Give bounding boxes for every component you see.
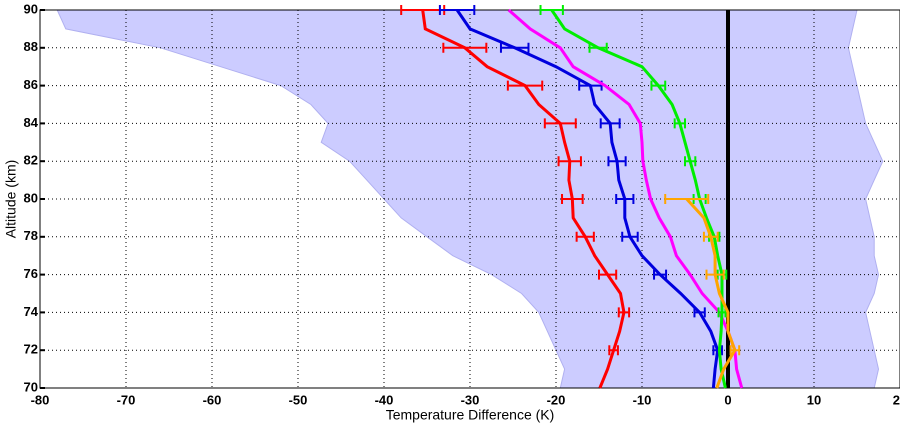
profile-line (507, 8, 744, 389)
error-bar (621, 231, 639, 242)
error-bar (557, 156, 582, 167)
x-tick-label: -60 (203, 392, 222, 407)
x-tick-label: -40 (375, 392, 394, 407)
error-bar (729, 345, 741, 356)
error-bar (599, 118, 621, 129)
y-tick-label: 84 (24, 115, 39, 130)
y-tick-label: 86 (24, 77, 38, 92)
error-bar (438, 5, 476, 15)
error-bar (506, 80, 544, 91)
y-tick-label: 78 (24, 228, 38, 243)
error-bar (588, 42, 608, 53)
error-bar (539, 5, 564, 15)
y-tick-label: 88 (24, 39, 38, 54)
x-axis-label: Temperature Difference (K) (386, 407, 555, 423)
error-bar (650, 80, 667, 91)
error-bar (543, 118, 577, 129)
error-bar (705, 269, 725, 280)
error-bar (653, 269, 668, 280)
y-tick-label: 72 (24, 342, 38, 357)
x-tick-label: 20 (893, 392, 900, 407)
y-tick-label: 80 (24, 190, 38, 205)
error-bar (607, 156, 627, 167)
x-tick-label: -30 (461, 392, 480, 407)
x-tick-label: 10 (807, 392, 821, 407)
x-tick-label: 0 (724, 392, 731, 407)
y-tick-label: 90 (24, 1, 38, 16)
x-tick-label: -50 (289, 392, 308, 407)
error-bar (617, 307, 631, 318)
error-bar (684, 156, 697, 167)
y-tick-label: 76 (24, 266, 38, 281)
x-tick-label: -20 (547, 392, 566, 407)
profile-line (685, 197, 737, 389)
error-bar (673, 118, 686, 129)
error-bar (615, 194, 635, 204)
error-bar (702, 231, 719, 242)
error-bar (693, 307, 706, 318)
error-bar (575, 231, 595, 242)
error-bar (499, 42, 530, 53)
x-tick-label: -70 (117, 392, 136, 407)
y-axis-label: Altitude (km) (3, 160, 19, 239)
x-tick-label: -80 (31, 392, 50, 407)
y-tick-label: 74 (24, 304, 39, 319)
y-tick-label: 70 (24, 379, 38, 394)
error-bar (561, 194, 584, 204)
error-bar (608, 345, 619, 356)
x-tick-label: -10 (633, 392, 652, 407)
error-bar (598, 269, 618, 280)
error-bar (664, 194, 710, 204)
y-tick-label: 82 (24, 153, 38, 168)
error-bar (442, 42, 488, 53)
